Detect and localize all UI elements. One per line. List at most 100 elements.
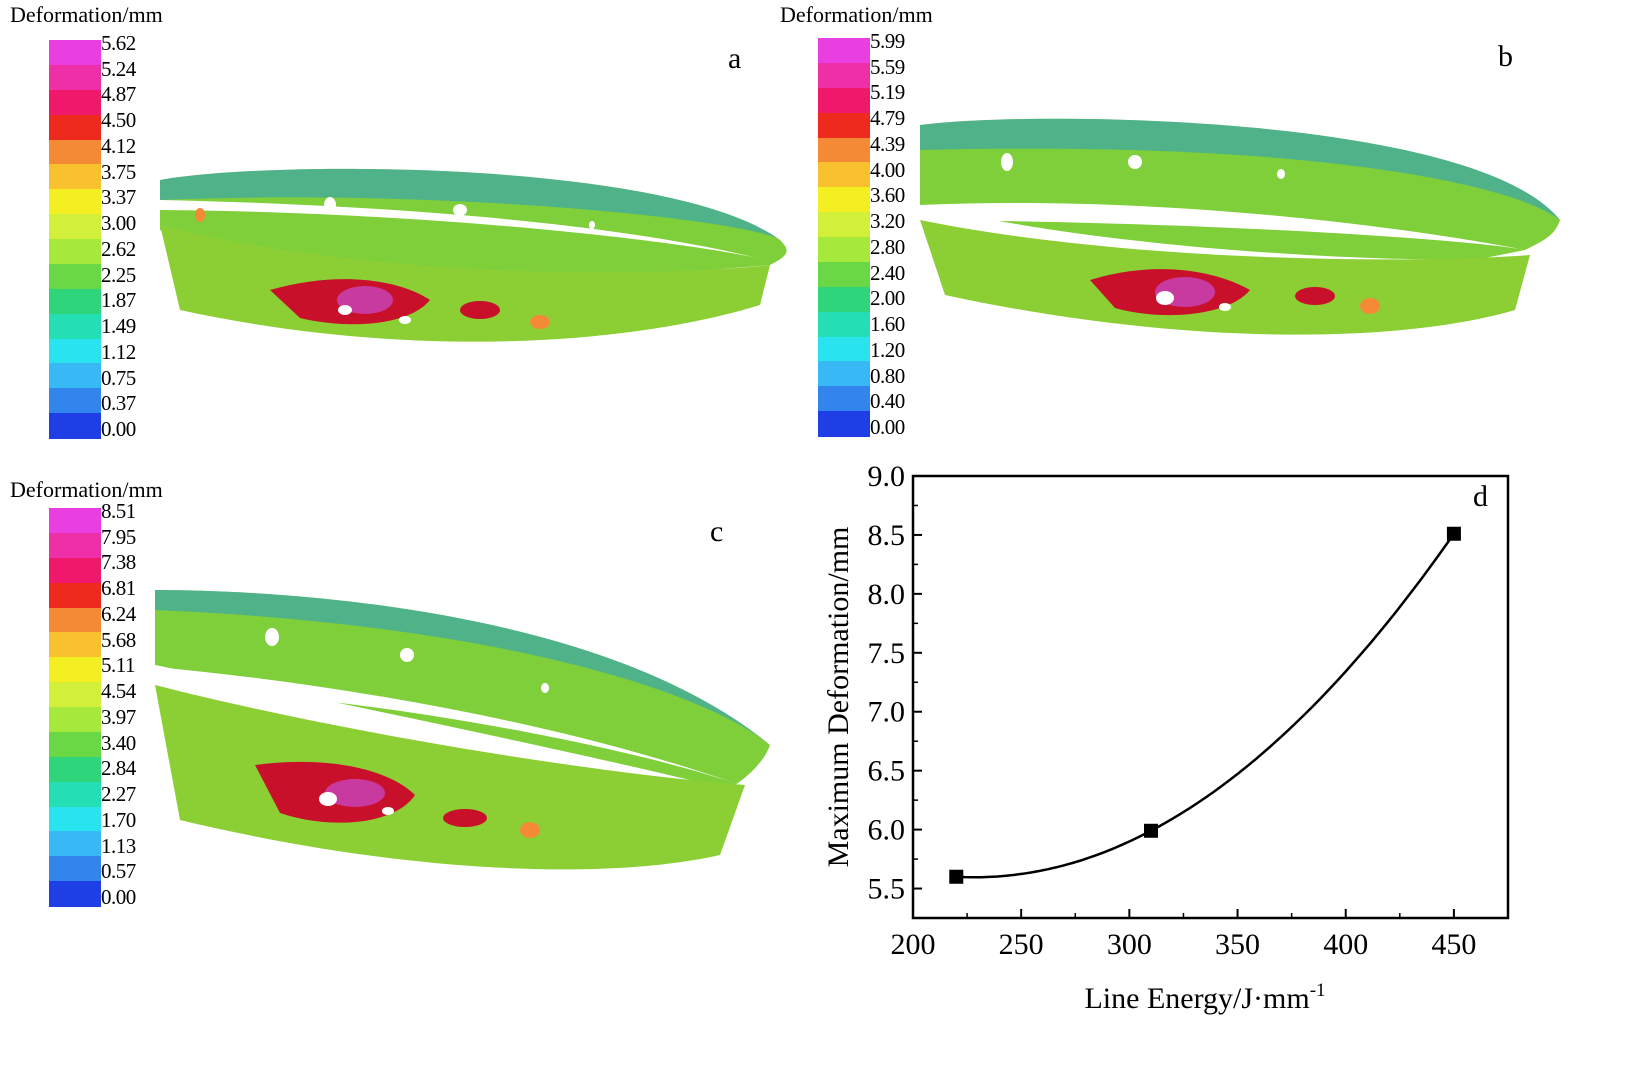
legend-swatch xyxy=(49,856,101,882)
legend-label: 2.25 xyxy=(101,262,136,287)
legend-label: 3.20 xyxy=(870,209,905,234)
legend-swatch xyxy=(818,112,870,138)
legend-label: 1.13 xyxy=(101,833,136,858)
legend-label: 7.38 xyxy=(101,550,136,575)
legend-label: 4.00 xyxy=(870,157,905,182)
legend-label: 1.87 xyxy=(101,288,136,313)
legend-label: 3.40 xyxy=(101,730,136,755)
legend-swatch xyxy=(49,413,101,439)
legend-label: 0.40 xyxy=(870,389,905,414)
legend-label: 5.59 xyxy=(870,54,905,79)
x-axis-label-superscript: -1 xyxy=(1310,980,1326,1001)
x-tick-label: 350 xyxy=(1215,928,1260,961)
legend-label: 0.57 xyxy=(101,859,136,884)
legend-swatch xyxy=(49,806,101,832)
legend-swatch xyxy=(49,582,101,608)
x-tick-label: 400 xyxy=(1323,928,1368,961)
legend-swatch xyxy=(49,508,101,534)
legend-swatch xyxy=(49,139,101,165)
legend-swatch xyxy=(49,40,101,66)
legend-swatch xyxy=(49,239,101,265)
legend-label: 0.75 xyxy=(101,365,136,390)
legend-swatch xyxy=(49,831,101,857)
legend-label: 2.27 xyxy=(101,782,136,807)
legend-swatch xyxy=(49,89,101,116)
legend-label: 1.60 xyxy=(870,312,905,337)
panel-letter-a: a xyxy=(728,42,742,75)
legend-swatch xyxy=(49,214,101,240)
legend-label: 0.37 xyxy=(101,391,136,416)
legend-title-a: Deformation/mm xyxy=(10,2,163,27)
legend-swatch xyxy=(818,336,870,362)
y-tick-label: 8.0 xyxy=(868,578,906,611)
legend-label: 3.97 xyxy=(101,704,136,729)
legend-label: 5.68 xyxy=(101,627,136,652)
legend-label: 5.62 xyxy=(101,31,136,55)
legend-swatch xyxy=(49,657,101,683)
y-tick-label: 5.5 xyxy=(868,873,906,906)
legend-swatch xyxy=(818,361,870,387)
legend-swatch xyxy=(818,187,870,213)
legend-swatch xyxy=(818,38,870,64)
y-tick-label: 9.0 xyxy=(868,460,906,493)
legend-swatch xyxy=(49,557,101,584)
color-legend-c: 8.51 7.95 7.38 6.81 6.24 5.68 5.11 4.54 3.97 3.40… xyxy=(49,501,159,909)
legend-swatch xyxy=(49,263,101,290)
legend-swatch xyxy=(818,261,870,288)
legend-label: 0.00 xyxy=(870,415,905,439)
panel-letter-b: b xyxy=(1498,40,1513,73)
legend-label: 0.00 xyxy=(101,417,136,441)
legend-label: 4.50 xyxy=(101,108,136,133)
legend-label: 6.24 xyxy=(101,601,136,626)
legend-label: 7.95 xyxy=(101,524,136,549)
legend-swatch xyxy=(49,164,101,190)
legend-swatch xyxy=(49,781,101,807)
panel-letter-d: d xyxy=(1473,480,1488,513)
legend-label: 1.12 xyxy=(101,339,136,364)
color-legend-a: 5.62 5.24 4.87 4.50 4.12 3.75 3.37 3.00 2.62 2.25… xyxy=(49,33,159,441)
legend-swatch xyxy=(818,386,870,412)
x-tick-label: 250 xyxy=(999,928,1044,961)
legend-label: 4.79 xyxy=(870,106,905,131)
legend-label: 3.00 xyxy=(101,211,136,236)
legend-swatch xyxy=(818,411,870,437)
legend-swatch xyxy=(49,313,101,339)
legend-swatch xyxy=(49,607,101,633)
ring-model-a xyxy=(160,168,787,342)
legend-swatch xyxy=(49,532,101,559)
legend-swatch xyxy=(49,682,101,708)
legend-label: 2.00 xyxy=(870,286,905,311)
legend-swatch xyxy=(49,288,101,315)
x-tick-label: 300 xyxy=(1107,928,1152,961)
legend-label: 2.40 xyxy=(870,260,905,285)
legend-label: 2.62 xyxy=(101,236,136,261)
legend-swatch xyxy=(818,62,870,89)
legend-label: 5.99 xyxy=(870,29,905,53)
x-axis-label-text: Line Energy/J·mm xyxy=(1084,982,1309,1015)
legend-swatch xyxy=(49,756,101,783)
legend-label: 4.54 xyxy=(101,679,136,704)
legend-label: 8.51 xyxy=(101,499,136,523)
y-tick-label: 7.5 xyxy=(868,637,906,670)
legend-label: 1.70 xyxy=(101,807,136,832)
legend-swatch xyxy=(49,388,101,414)
y-tick-label: 6.5 xyxy=(868,755,906,788)
ring-model-c xyxy=(155,590,770,870)
y-tick-label: 8.5 xyxy=(868,519,906,552)
ring-model-b xyxy=(920,118,1560,335)
legend-label: 2.84 xyxy=(101,756,136,781)
legend-label: 6.81 xyxy=(101,576,136,601)
x-axis-label: Line Energy/J·mm-1 xyxy=(1084,980,1325,1015)
legend-swatch xyxy=(49,363,101,389)
legend-label: 0.00 xyxy=(101,885,136,909)
legend-label: 3.60 xyxy=(870,183,905,208)
legend-label: 5.19 xyxy=(870,80,905,105)
panel-letter-c: c xyxy=(710,515,724,548)
y-axis-label: Maximum Deformation/mm xyxy=(822,527,855,868)
legend-label: 4.87 xyxy=(101,82,136,107)
legend-swatch xyxy=(818,237,870,263)
fit-curve xyxy=(956,533,1455,879)
legend-label: 0.80 xyxy=(870,363,905,388)
legend-swatch xyxy=(49,731,101,758)
